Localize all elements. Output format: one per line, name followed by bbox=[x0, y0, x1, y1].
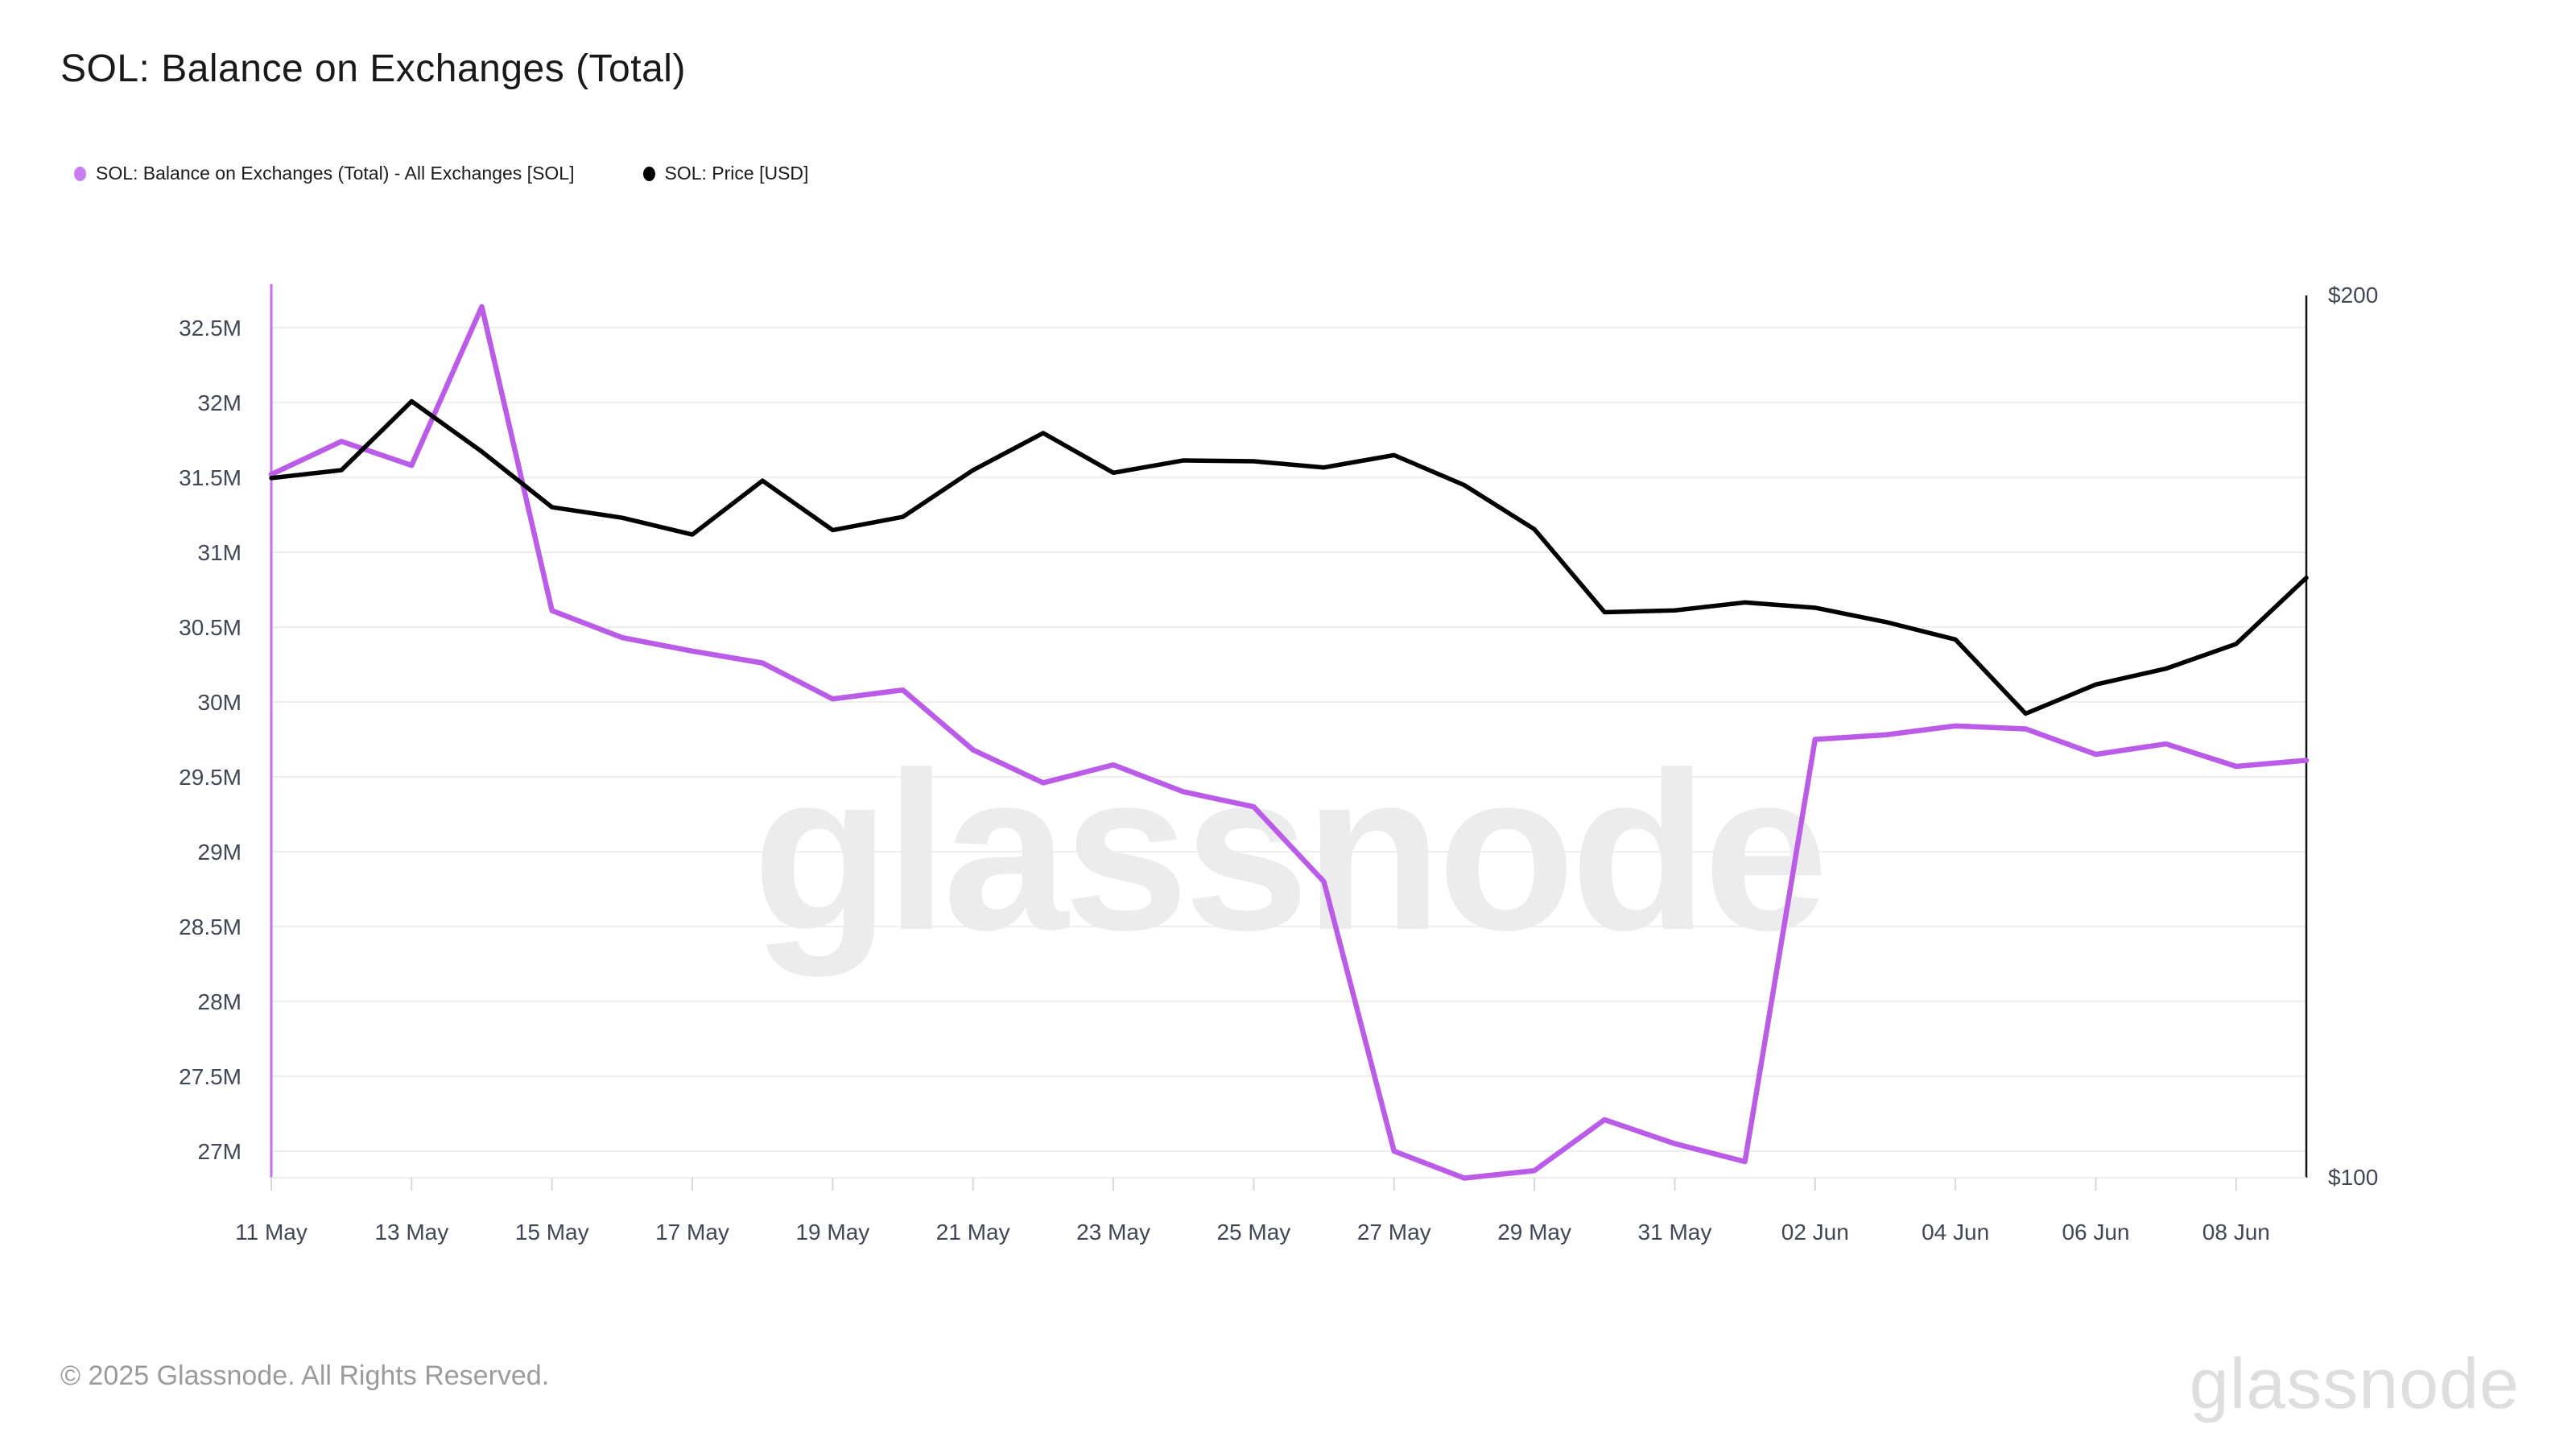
glassnode-logo: glassnode bbox=[2189, 1344, 2520, 1423]
y-left-tick-label: 32.5M bbox=[179, 316, 242, 341]
price-series-swatch-icon bbox=[642, 166, 655, 181]
legend-item-label: SOL: Balance on Exchanges (Total) - All … bbox=[96, 163, 575, 184]
balance-series-swatch-icon bbox=[74, 166, 86, 181]
x-tick-label: 15 May bbox=[515, 1220, 589, 1245]
x-tick-label: 21 May bbox=[936, 1220, 1010, 1245]
x-tick-label: 02 Jun bbox=[1781, 1220, 1849, 1245]
price-line[interactable] bbox=[269, 398, 2309, 716]
x-tick-label: 13 May bbox=[374, 1220, 448, 1245]
y-left-tick-label: 31M bbox=[198, 540, 242, 565]
y-left-tick-label: 27.5M bbox=[179, 1064, 242, 1089]
y-left-tick-label: 27M bbox=[198, 1139, 242, 1164]
x-tick-label: 11 May bbox=[235, 1220, 308, 1245]
x-tick-label: 25 May bbox=[1216, 1220, 1290, 1245]
legend-item-label: SOL: Price [USD] bbox=[664, 163, 809, 184]
x-tick-label: 08 Jun bbox=[2202, 1220, 2270, 1245]
balance-line[interactable] bbox=[268, 303, 2310, 1181]
y-right-tick-label: $200 bbox=[2328, 283, 2378, 308]
glassnode-watermark: glassnode bbox=[753, 726, 1824, 978]
y-left-tick-label: 29M bbox=[198, 840, 242, 865]
x-tick-label: 17 May bbox=[655, 1220, 729, 1245]
x-tick-label: 23 May bbox=[1076, 1220, 1150, 1245]
legend-item-balance[interactable]: SOL: Balance on Exchanges (Total) - All … bbox=[74, 163, 575, 184]
page-title: SOL: Balance on Exchanges (Total) bbox=[60, 47, 686, 90]
y-left-tick-label: 30M bbox=[198, 690, 242, 715]
y-left-tick-label: 28M bbox=[198, 989, 242, 1014]
y-left-tick-label: 32M bbox=[198, 390, 242, 415]
y-left-tick-label: 31.5M bbox=[179, 465, 242, 490]
x-tick-label: 04 Jun bbox=[1922, 1220, 1989, 1245]
x-tick-label: 19 May bbox=[795, 1220, 869, 1245]
x-tick-label: 27 May bbox=[1357, 1220, 1431, 1245]
copyright-text: © 2025 Glassnode. All Rights Reserved. bbox=[60, 1360, 550, 1391]
y-left-tick-label: 28.5M bbox=[179, 914, 242, 939]
y-left-tick-label: 29.5M bbox=[179, 765, 242, 790]
x-tick-label: 29 May bbox=[1497, 1220, 1571, 1245]
legend-item-price[interactable]: SOL: Price [USD] bbox=[642, 163, 809, 184]
x-tick-label: 06 Jun bbox=[2062, 1220, 2129, 1245]
legend: SOL: Balance on Exchanges (Total) - All … bbox=[74, 163, 808, 184]
x-tick-label: 31 May bbox=[1638, 1220, 1712, 1245]
y-left-tick-label: 30.5M bbox=[179, 615, 242, 640]
y-right-tick-label: $100 bbox=[2328, 1165, 2378, 1190]
